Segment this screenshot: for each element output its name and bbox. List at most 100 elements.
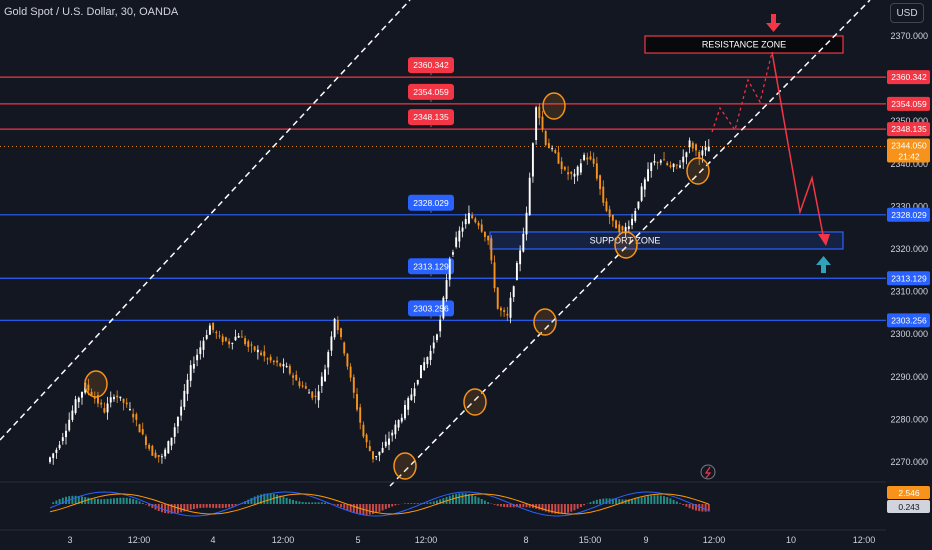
macd-hist-bar	[314, 502, 317, 504]
candle-body	[400, 417, 403, 422]
macd-hist-bar	[404, 503, 406, 504]
candle-body	[71, 410, 74, 420]
candle-body	[631, 218, 634, 226]
macd-hist-bar	[650, 495, 653, 504]
macd-hist-bar	[666, 497, 669, 504]
candle-body	[74, 399, 77, 413]
currency-button[interactable]: USD	[890, 3, 924, 23]
macd-hist-bar	[627, 499, 630, 504]
candle-body	[653, 160, 656, 163]
candle-body	[93, 396, 96, 399]
macd-hist-bar	[218, 504, 221, 509]
candle-body	[224, 337, 227, 341]
macd-hist-bar	[698, 504, 701, 512]
macd-hist-bar	[173, 504, 176, 514]
macd-hist-bar	[467, 493, 470, 504]
macd-hist-bar	[247, 499, 250, 504]
candle-body	[231, 342, 234, 344]
up-arrow-shaft	[821, 265, 826, 273]
macd-hist-bar	[432, 501, 435, 504]
candle-body	[356, 394, 358, 410]
candle-body	[675, 164, 678, 166]
macd-hist-bar	[100, 499, 103, 504]
x-tick-label: 8	[523, 535, 528, 545]
macd-hist-bar	[317, 502, 320, 504]
candle-body	[455, 237, 458, 247]
axis-level-tag	[887, 70, 930, 85]
candle-body	[132, 413, 135, 418]
candle-body	[176, 417, 179, 427]
macd-hist-bar	[340, 504, 342, 508]
macd-hist-bar	[455, 493, 458, 504]
candle-body	[707, 146, 710, 152]
candle-body	[160, 456, 163, 458]
projection-arrowhead	[818, 234, 830, 246]
candle-body	[522, 233, 525, 252]
macd-hist-bar	[266, 493, 269, 504]
candle-body	[439, 319, 442, 332]
macd-hist-bar	[132, 499, 135, 504]
candle-body	[317, 391, 320, 401]
candle-body	[113, 396, 115, 400]
candle-body	[333, 318, 336, 338]
candle-body	[563, 167, 566, 170]
y-tick-label: 2340.000	[890, 159, 928, 169]
macd-hist-bar	[77, 496, 80, 504]
candle-body	[330, 336, 333, 351]
candle-body	[397, 419, 400, 428]
macd-hist-bar	[394, 504, 397, 506]
candle-body	[490, 238, 493, 261]
candle-body	[295, 374, 298, 381]
current-price-tag	[887, 138, 930, 163]
macd-hist-bar	[189, 504, 192, 510]
macd-hist-bar	[288, 498, 291, 504]
candle-body	[407, 398, 410, 410]
axis-level-tag	[887, 207, 930, 222]
candle-body	[573, 173, 576, 177]
macd-value-tag	[887, 486, 930, 499]
candle-body	[49, 457, 51, 463]
candle-body	[605, 201, 608, 211]
candle-body	[487, 235, 490, 241]
macd-hist-bar	[276, 494, 279, 504]
candle-body	[608, 209, 611, 217]
macd-hist-bar	[253, 496, 256, 504]
touch-circle	[614, 231, 638, 259]
candle-body	[292, 375, 295, 378]
y-tick-label: 2320.000	[890, 244, 928, 254]
candle-body	[234, 336, 237, 341]
candle-body	[144, 436, 147, 445]
macd-hist-bar	[691, 504, 694, 510]
candle-body	[327, 352, 330, 368]
macd-hist-bar	[480, 499, 483, 504]
candle-body	[125, 402, 128, 405]
macd-hist-bar	[234, 504, 237, 506]
candle-body	[688, 140, 691, 148]
macd-hist-bar	[704, 504, 707, 512]
macd-hist-bar	[61, 497, 64, 504]
macd-line	[49, 491, 709, 517]
y-tick-label: 2310.000	[890, 287, 928, 297]
macd-hist-bar	[503, 504, 506, 508]
level-tag-label: 2303.256	[413, 303, 449, 313]
macd-hist-bar	[384, 504, 387, 510]
candle-body	[679, 165, 681, 168]
candle-body	[666, 162, 669, 165]
candle-body	[256, 349, 259, 353]
candle-body	[602, 186, 605, 203]
macd-hist-bar	[439, 499, 442, 504]
macd-hist-bar	[71, 495, 74, 504]
macd-hist-bar	[688, 504, 691, 509]
macd-hist-bar	[250, 498, 253, 504]
candle-body	[343, 342, 346, 354]
macd-hist-bar	[621, 499, 624, 504]
macd-hist-bar	[579, 504, 582, 508]
x-tick-label: 3	[67, 535, 72, 545]
candle-body	[496, 287, 499, 309]
candle-body	[503, 310, 506, 312]
level-tag	[408, 57, 454, 74]
x-tick-label: 12:00	[415, 535, 438, 545]
macd-hist-bar	[93, 498, 96, 504]
candle-body	[285, 365, 288, 368]
